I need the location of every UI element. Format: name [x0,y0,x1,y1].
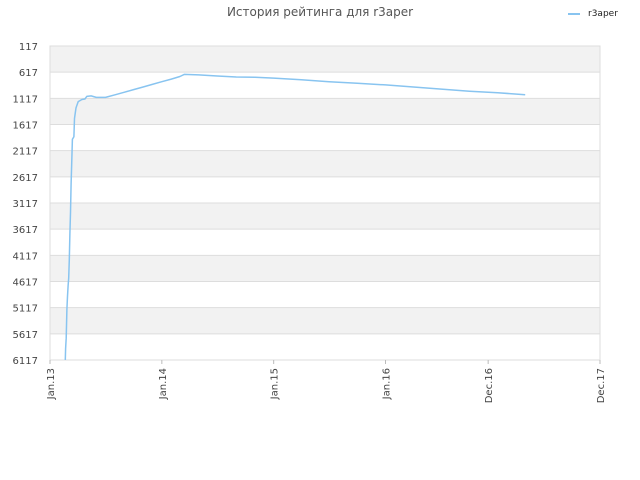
y-tick-label: 2117 [13,147,38,158]
grid-lines [50,45,600,361]
x-tick-label: Dec.17 [596,368,607,403]
chart-title: История рейтинга для r3aper [226,5,414,19]
grid-band [50,255,600,282]
y-tick-label: 4617 [13,278,38,289]
x-tick-label: Dec.16 [484,368,495,403]
series-layer [64,73,526,361]
y-tick-label: 4117 [13,251,38,262]
grid-band [50,203,600,230]
y-tick-label: 3617 [13,225,38,236]
grid-band [50,98,600,125]
y-tick-label: 5617 [13,330,38,341]
y-tick-label: 1117 [13,94,38,105]
y-tick-label: 3117 [13,199,38,210]
x-tick-label: Jan.13 [46,368,57,400]
y-tick-label: 6117 [13,356,38,367]
y-axis: 117 617 1117 1617 2117 2617 3117 3617 4117 4617 51… [13,42,38,367]
grid-band [50,307,600,334]
x-tick-label: Jan.16 [382,368,393,400]
series-line-r3aper[interactable] [64,73,526,361]
y-tick-label: 117 [19,42,38,53]
y-tick-label: 617 [19,68,38,79]
x-tick-label: Jan.15 [270,368,281,400]
x-tick-label: Jan.14 [158,368,169,400]
legend[interactable]: r3aper [568,9,618,19]
y-tick-label: 1617 [13,121,38,132]
grid-band [50,150,600,177]
legend-swatch [568,13,580,15]
legend-label: r3aper [588,9,618,19]
y-tick-label: 5117 [13,304,38,315]
grid-bands [50,46,600,334]
y-tick-label: 2617 [13,173,38,184]
grid-band [50,46,600,73]
x-axis: Jan.13 Jan.14 Jan.15 Jan.16 Dec.16 Dec.17 [46,360,607,403]
plot-border [49,45,601,361]
